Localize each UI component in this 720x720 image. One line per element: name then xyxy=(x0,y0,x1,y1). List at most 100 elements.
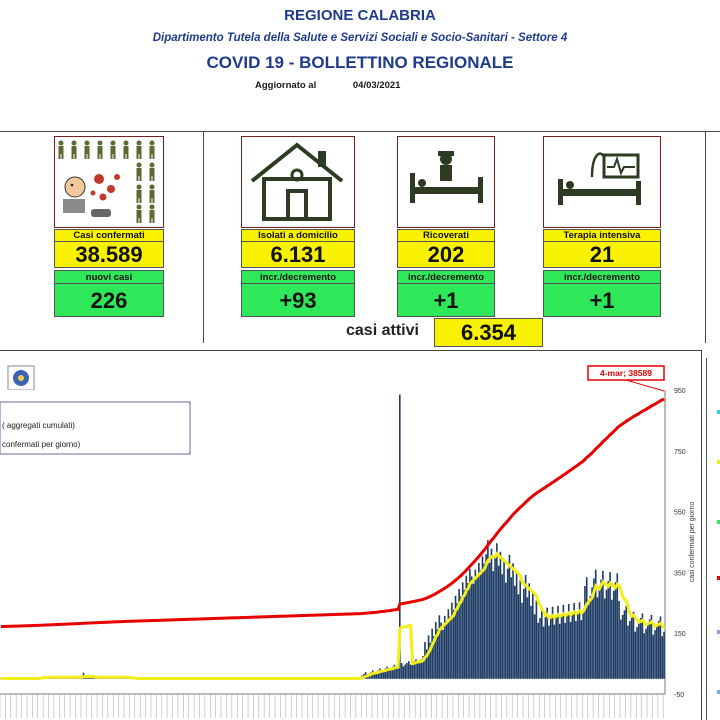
daily-bar xyxy=(548,625,550,679)
daily-bar xyxy=(576,611,579,679)
active-cases-value: 6.354 xyxy=(434,318,543,347)
daily-bar xyxy=(479,570,482,679)
daily-bar xyxy=(384,668,387,679)
daily-bar xyxy=(443,615,446,679)
daily-bar xyxy=(584,586,586,679)
daily-bar xyxy=(512,563,514,679)
daily-bar xyxy=(0,678,2,679)
icu-monitor-icon xyxy=(558,152,641,205)
daily-bar xyxy=(533,614,536,679)
daily-bar xyxy=(589,596,592,679)
daily-bar xyxy=(497,565,500,679)
annotation-pointer xyxy=(625,379,665,392)
daily-bar xyxy=(591,587,593,679)
daily-bar xyxy=(409,664,412,679)
daily-bar xyxy=(549,616,552,679)
daily-bar xyxy=(530,605,532,679)
y2-tick-label: 550 xyxy=(674,510,686,517)
daily-bar xyxy=(632,611,635,679)
daily-bar xyxy=(434,621,437,679)
daily-bar xyxy=(422,656,424,679)
daily-bar xyxy=(379,668,381,679)
updated-line: Aggiornato al 04/03/2021 xyxy=(255,80,400,91)
divider xyxy=(705,131,706,343)
daily-bar xyxy=(630,616,633,679)
daily-bar xyxy=(463,589,466,679)
daily-bar xyxy=(402,666,405,679)
icu-value: 21 xyxy=(543,241,661,268)
daily-bar xyxy=(391,666,394,679)
side-legend-swatch xyxy=(717,576,720,580)
daily-bar xyxy=(485,554,487,679)
daily-bar xyxy=(567,604,570,679)
daily-bar xyxy=(427,635,430,679)
daily-bar xyxy=(578,602,581,679)
daily-bar xyxy=(537,622,540,679)
daily-bar xyxy=(454,595,457,679)
daily-bar xyxy=(397,666,399,679)
daily-bar xyxy=(647,624,649,679)
daily-bar xyxy=(433,635,435,679)
region-title: REGIONE CALABRIA xyxy=(284,7,436,24)
daily-bar xyxy=(390,668,392,679)
daily-bar xyxy=(654,630,656,679)
divider xyxy=(0,131,720,132)
daily-bar xyxy=(526,597,529,679)
daily-bar xyxy=(612,590,615,679)
y2-tick-label: 350 xyxy=(674,570,686,577)
side-legend-swatch xyxy=(717,520,720,524)
daily-bar xyxy=(377,670,380,679)
daily-bar xyxy=(532,591,534,679)
y2-tick-labels: 950 750 550 350 150 -50 xyxy=(674,388,686,699)
daily-bar xyxy=(605,589,608,679)
daily-bar xyxy=(553,624,556,679)
daily-bar xyxy=(638,622,640,679)
daily-bar xyxy=(425,649,428,679)
daily-bar xyxy=(546,607,548,679)
daily-bar xyxy=(560,614,563,679)
confirmed-value: 38.589 xyxy=(54,241,164,268)
daily-bar xyxy=(483,563,486,679)
icu-delta-value: +1 xyxy=(543,283,661,317)
daily-bar xyxy=(627,625,629,679)
daily-bar xyxy=(460,596,462,679)
daily-bar xyxy=(420,659,423,679)
daily-bar xyxy=(496,543,498,679)
daily-bar xyxy=(639,618,642,679)
x-tick-marks xyxy=(0,695,664,718)
daily-bar xyxy=(663,631,665,679)
new-cases-value: 226 xyxy=(54,283,164,317)
daily-bar xyxy=(445,623,448,679)
daily-bar xyxy=(424,642,426,679)
side-legend-swatch xyxy=(717,460,720,464)
hospital-bed-icon xyxy=(410,151,483,203)
daily-bar xyxy=(476,576,478,679)
daily-bar xyxy=(438,615,441,679)
daily-bar xyxy=(571,612,574,679)
side-legend-swatch xyxy=(717,410,720,414)
daily-bar xyxy=(524,574,527,679)
side-legend-panel xyxy=(706,358,720,720)
daily-bar xyxy=(474,569,477,679)
isolated-value: 6.131 xyxy=(241,241,355,268)
daily-bar xyxy=(634,631,637,679)
daily-bar xyxy=(400,662,403,679)
daily-bar xyxy=(542,626,545,679)
daily-bar xyxy=(91,677,94,679)
daily-bar xyxy=(656,625,658,679)
daily-bar xyxy=(645,628,647,679)
hospitalized-value: 202 xyxy=(397,241,495,268)
updated-date: 04/03/2021 xyxy=(352,80,401,91)
daily-bar xyxy=(551,606,554,679)
legend-entry-cumulative: ( aggregati cumulati) xyxy=(2,421,75,430)
daily-bar xyxy=(515,571,518,679)
y2-tick-label: 950 xyxy=(674,388,686,395)
daily-bar xyxy=(652,634,655,679)
daily-bar xyxy=(623,610,626,679)
daily-bar xyxy=(488,562,491,679)
daily-bar xyxy=(510,577,513,679)
daily-bar xyxy=(566,613,568,679)
daily-bar xyxy=(451,602,453,679)
daily-bar xyxy=(661,636,664,679)
